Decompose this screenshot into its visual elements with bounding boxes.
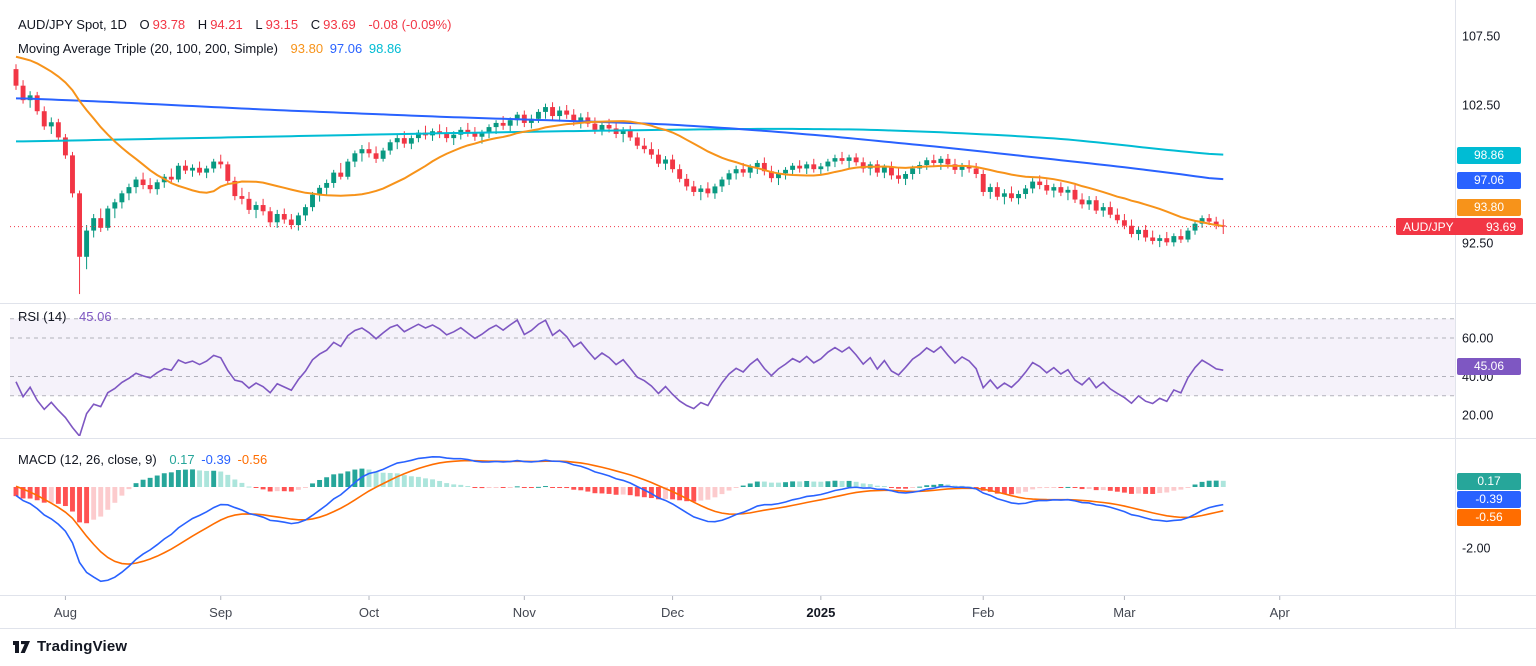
ma20-line	[15, 55, 1224, 228]
macd-badge--0.56[interactable]: -0.56	[1457, 509, 1521, 527]
tradingview-logo-icon	[12, 639, 31, 655]
time-scale[interactable]: Aug Sep Oct Nov Dec 2025 Feb Mar Apr	[54, 596, 1291, 620]
rsi-line	[15, 318, 1224, 436]
svg-text:102.50: 102.50	[1462, 99, 1500, 113]
rsi-band	[10, 318, 1455, 396]
rsi-panel[interactable]	[10, 318, 1455, 436]
svg-text:Mar: Mar	[1113, 605, 1136, 620]
price-badge-93.80[interactable]: 93.80	[1457, 199, 1521, 217]
macd-badge-0.17[interactable]: 0.17	[1457, 473, 1521, 491]
price-panel[interactable]	[10, 55, 1455, 295]
svg-text:Dec: Dec	[661, 605, 685, 620]
svg-text:-2.00: -2.00	[1462, 542, 1491, 556]
svg-text:Nov: Nov	[513, 605, 537, 620]
svg-text:60.00: 60.00	[1462, 332, 1493, 346]
last-price-badge[interactable]: AUD/JPY 93.69	[1396, 218, 1523, 236]
price-badge-97.06[interactable]: 97.06	[1457, 171, 1521, 189]
price-badge-98.86[interactable]: 98.86	[1457, 146, 1521, 164]
svg-text:2025: 2025	[806, 605, 835, 620]
ma100-line	[15, 97, 1224, 181]
svg-text:Aug: Aug	[54, 605, 77, 620]
macd-panel[interactable]	[13, 455, 1226, 583]
svg-text:92.50: 92.50	[1462, 237, 1493, 251]
svg-text:20.00: 20.00	[1462, 409, 1493, 423]
ma200-line	[15, 127, 1224, 156]
svg-text:Sep: Sep	[209, 605, 232, 620]
macd-line	[15, 455, 1224, 583]
tradingview-attribution[interactable]: TradingView	[12, 638, 127, 655]
svg-text:Apr: Apr	[1270, 605, 1291, 620]
tradingview-logo-text: TradingView	[37, 638, 128, 655]
macd-signal-line	[15, 459, 1224, 565]
svg-text:107.50: 107.50	[1462, 30, 1500, 44]
rsi-badge[interactable]: 45.06	[1457, 358, 1521, 376]
macd-badge--0.39[interactable]: -0.39	[1457, 491, 1521, 509]
svg-text:Feb: Feb	[972, 605, 994, 620]
svg-text:Oct: Oct	[359, 605, 380, 620]
